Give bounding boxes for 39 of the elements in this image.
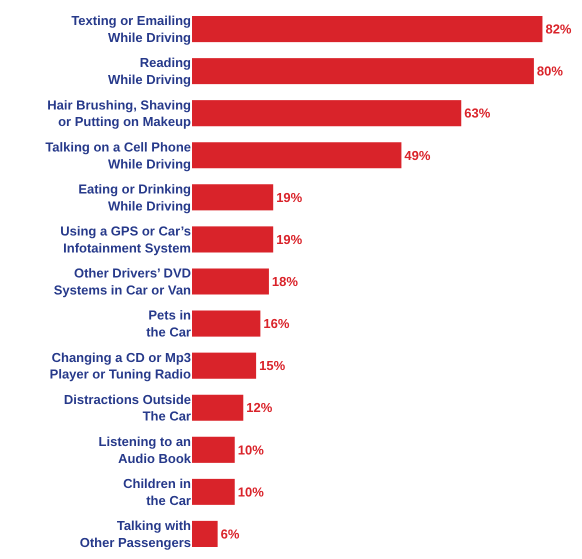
data-label: 16% [263,316,290,332]
y-tick-label: Hair Brushing, Shaving or Putting on Makeup [47,97,192,130]
y-tick-label: Texting or Emailing While Driving [71,13,192,46]
data-label: 19% [276,232,303,247]
y-tick-label: Talking with Other Passengers [80,518,192,550]
bar [192,226,274,252]
bar [192,100,462,126]
data-label: 12% [246,400,273,416]
y-tick-label: Pets in the Car [146,308,192,340]
y-tick-label: Reading While Driving [108,55,192,88]
bar [192,184,274,210]
bar [192,268,269,295]
data-label: 80% [536,64,564,79]
data-label: 10% [238,484,264,500]
y-tick-label: Listening to an Audio Book [98,434,192,466]
y-tick-label: Eating or Drinking While Driving [78,181,192,214]
data-label: 10% [238,442,264,458]
data-label: 49% [404,148,431,163]
data-label: 82% [545,22,572,37]
bar [192,310,260,337]
bar [192,478,235,505]
bar [192,352,256,379]
bar [192,394,244,421]
y-tick-label: Other Drivers’ DVD Systems in Car or Van [54,266,192,298]
bar [192,16,542,42]
bar [192,142,402,168]
y-tick-label: Changing a CD or Mp3 Player or Tuning Radio [50,350,192,382]
y-tick-label: Children in the Car [123,476,192,508]
data-label: 15% [259,358,286,374]
data-label: 6% [220,526,240,542]
data-label: 63% [464,106,491,121]
data-label: 18% [272,274,298,289]
y-tick-label: Talking on a Cell Phone While Driving [45,139,192,172]
data-label: 19% [276,190,303,205]
bar [192,520,218,548]
y-tick-label: Using a GPS or Car’s Infotainment System [60,224,191,256]
bar [192,436,235,463]
y-tick-label: Distractions Outside The Car [64,392,191,424]
bar [192,58,534,84]
